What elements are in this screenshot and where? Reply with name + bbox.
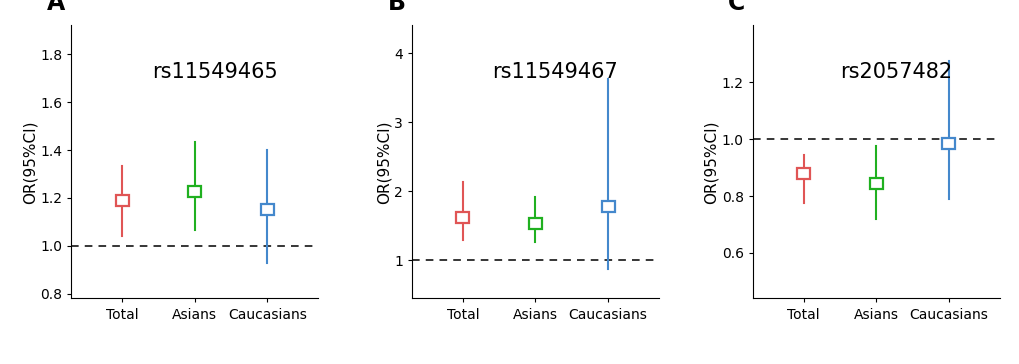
- Bar: [261, 205, 274, 215]
- Y-axis label: OR(95%CI): OR(95%CI): [376, 120, 391, 204]
- Text: rs11549467: rs11549467: [492, 62, 618, 82]
- Bar: [189, 186, 201, 197]
- Bar: [796, 168, 809, 179]
- Text: A: A: [47, 0, 65, 15]
- Text: C: C: [728, 0, 745, 15]
- Bar: [455, 212, 469, 223]
- Bar: [529, 218, 541, 229]
- Bar: [942, 138, 955, 149]
- Y-axis label: OR(95%CI): OR(95%CI): [22, 120, 38, 204]
- Text: rs2057482: rs2057482: [839, 62, 951, 82]
- Y-axis label: OR(95%CI): OR(95%CI): [703, 120, 718, 204]
- Text: B: B: [387, 0, 405, 15]
- Bar: [115, 195, 128, 206]
- Bar: [869, 178, 881, 189]
- Text: rs11549465: rs11549465: [152, 62, 277, 82]
- Bar: [601, 201, 614, 212]
